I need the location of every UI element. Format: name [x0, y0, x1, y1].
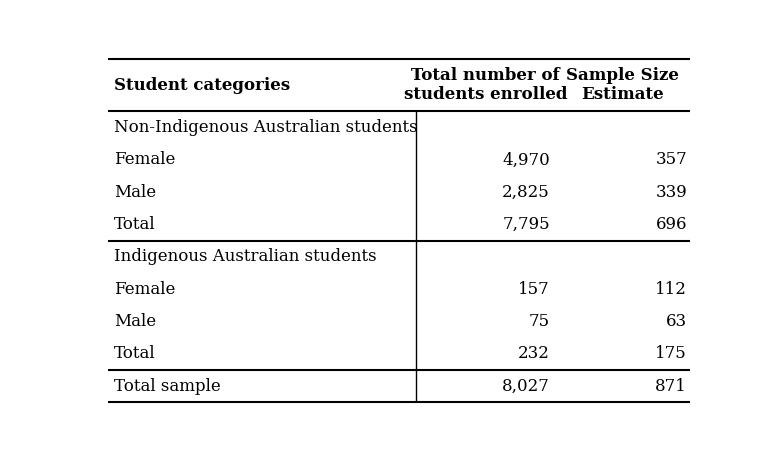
Text: 2,825: 2,825: [502, 184, 550, 201]
Text: 8,027: 8,027: [502, 378, 550, 395]
Text: Non-Indigenous Australian students: Non-Indigenous Australian students: [114, 119, 418, 136]
Text: 175: 175: [655, 345, 687, 363]
Text: 696: 696: [655, 216, 687, 233]
Text: Male: Male: [114, 313, 156, 330]
Text: Total sample: Total sample: [114, 378, 221, 395]
Text: Male: Male: [114, 184, 156, 201]
Text: Total: Total: [114, 345, 156, 363]
Text: 4,970: 4,970: [502, 151, 550, 168]
Text: Female: Female: [114, 151, 176, 168]
Text: 63: 63: [666, 313, 687, 330]
Text: Total: Total: [114, 216, 156, 233]
Text: Student categories: Student categories: [114, 77, 290, 94]
Text: 339: 339: [655, 184, 687, 201]
Text: 157: 157: [518, 281, 550, 298]
Text: Sample Size
Estimate: Sample Size Estimate: [567, 67, 679, 103]
Text: Indigenous Australian students: Indigenous Australian students: [114, 248, 377, 266]
Text: 7,795: 7,795: [502, 216, 550, 233]
Text: 871: 871: [655, 378, 687, 395]
Text: 232: 232: [518, 345, 550, 363]
Text: Female: Female: [114, 281, 176, 298]
Text: 357: 357: [655, 151, 687, 168]
Text: Total number of
students enrolled: Total number of students enrolled: [404, 67, 567, 103]
Text: 75: 75: [529, 313, 550, 330]
Text: 112: 112: [655, 281, 687, 298]
